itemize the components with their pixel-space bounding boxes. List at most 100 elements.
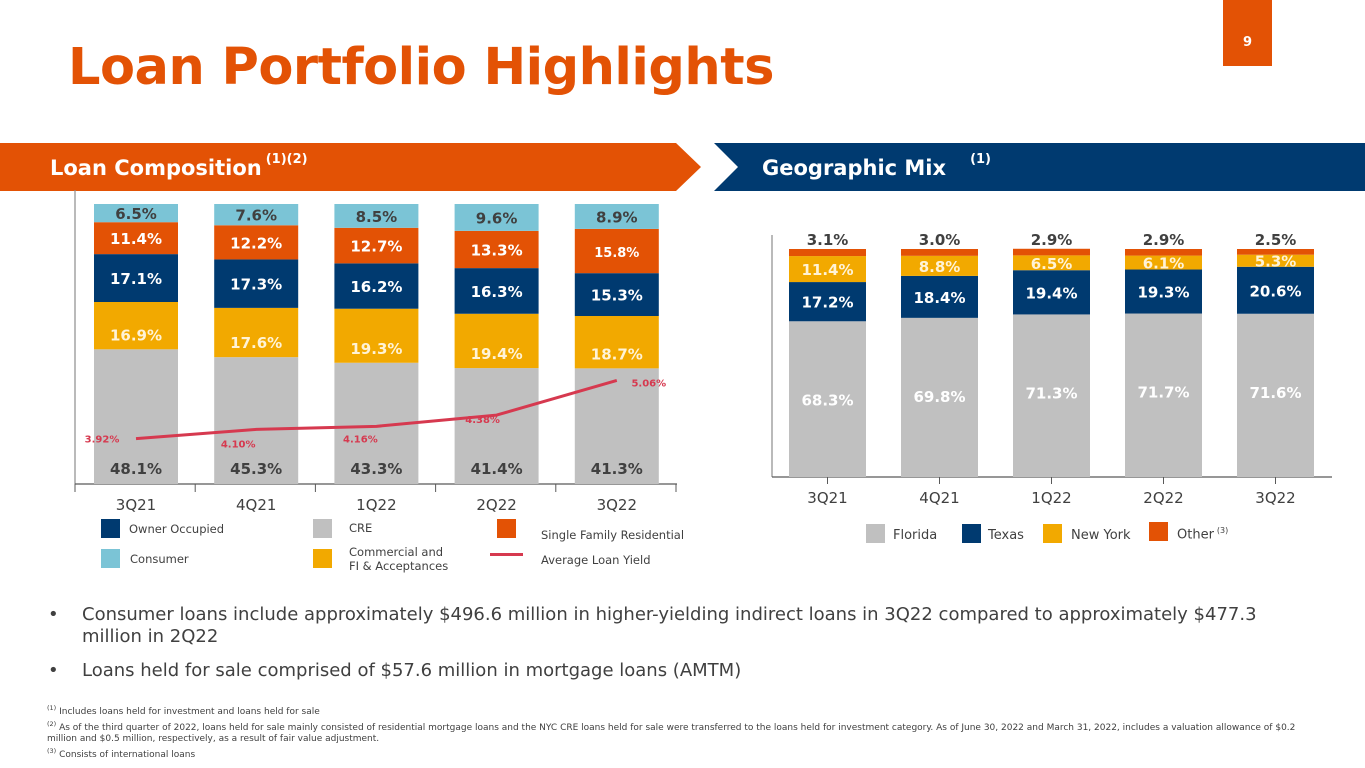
bar-texas bbox=[789, 282, 866, 322]
bar-new-york bbox=[901, 255, 978, 276]
bullet-item: • Consumer loans include approximately $… bbox=[48, 604, 1308, 648]
legend-swatch-other bbox=[1149, 522, 1168, 541]
bar-commercial-and-fi-acceptances bbox=[334, 308, 419, 363]
loan-composition-title: Loan Composition bbox=[50, 156, 262, 180]
bullet-list: • Consumer loans include approximately $… bbox=[48, 604, 1308, 694]
legend-label-owner-occupied: Owner Occupied bbox=[129, 522, 225, 536]
legend-line-average-yield bbox=[490, 553, 523, 556]
bar-florida bbox=[1125, 313, 1202, 477]
bar-consumer bbox=[94, 204, 178, 223]
legend-label-texas: Texas bbox=[988, 528, 1024, 543]
legend-swatch-new-york bbox=[1043, 524, 1062, 543]
bar-cre bbox=[214, 357, 299, 484]
legend-label-commercial: Commercial and FI & Acceptances bbox=[349, 545, 448, 573]
x-tick-label: 2Q22 bbox=[1143, 489, 1183, 507]
bar-florida bbox=[1237, 313, 1314, 477]
bar-florida bbox=[789, 321, 866, 477]
bar-florida bbox=[901, 317, 978, 477]
legend-label-commercial-line2: FI & Acceptances bbox=[349, 559, 449, 573]
data-label-single-family-residential: 13.3% bbox=[471, 242, 523, 260]
banner-arrow-shape bbox=[0, 143, 701, 191]
bar-other bbox=[1237, 249, 1314, 255]
data-label-other: 2.5% bbox=[1255, 231, 1297, 249]
bar-cre bbox=[454, 368, 539, 484]
data-label-new-york: 8.8% bbox=[919, 258, 961, 276]
geographic-mix-title: Geographic Mix bbox=[762, 156, 947, 180]
data-label-single-family-residential: 12.2% bbox=[230, 234, 282, 252]
footnote-text: Consists of international loans bbox=[59, 749, 196, 760]
legend-label-consumer: Consumer bbox=[130, 552, 189, 566]
page-title: Loan Portfolio Highlights bbox=[68, 38, 774, 97]
yield-data-label: 4.16% bbox=[343, 434, 378, 445]
bullet-text: Loans held for sale comprised of $57.6 m… bbox=[82, 660, 742, 681]
data-label-commercial-and-fi-acceptances: 16.9% bbox=[110, 326, 162, 344]
x-tick-label: 3Q21 bbox=[807, 489, 847, 507]
footnote-text: As of the third quarter of 2022, loans h… bbox=[47, 722, 1296, 745]
data-label-texas: 17.2% bbox=[801, 294, 853, 312]
data-label-consumer: 7.6% bbox=[235, 207, 277, 225]
data-label-new-york: 11.4% bbox=[801, 261, 853, 279]
data-label-florida: 68.3% bbox=[801, 391, 853, 409]
data-label-other: 3.0% bbox=[919, 231, 961, 249]
bar-commercial-and-fi-acceptances bbox=[454, 313, 539, 369]
bar-owner-occupied bbox=[334, 263, 419, 309]
x-tick-label: 1Q22 bbox=[1031, 489, 1071, 507]
bar-owner-occupied bbox=[454, 268, 539, 314]
data-label-texas: 19.3% bbox=[1137, 284, 1189, 302]
data-label-commercial-and-fi-acceptances: 19.3% bbox=[350, 340, 402, 358]
data-label-texas: 18.4% bbox=[913, 289, 965, 307]
data-label-florida: 71.6% bbox=[1249, 384, 1301, 402]
bar-single-family-residential bbox=[574, 228, 659, 274]
data-label-new-york: 6.5% bbox=[1031, 255, 1073, 273]
legend-label-other-text: Other bbox=[1177, 527, 1214, 543]
data-label-texas: 20.6% bbox=[1249, 282, 1301, 300]
bar-texas bbox=[901, 275, 978, 318]
data-label-new-york: 5.3% bbox=[1255, 253, 1297, 271]
legend-swatch-texas bbox=[962, 524, 981, 543]
x-tick-label: 3Q22 bbox=[1255, 489, 1295, 507]
bar-single-family-residential bbox=[334, 227, 419, 264]
data-label-cre: 45.3% bbox=[230, 460, 282, 478]
footnote: (1) Includes loans held for investment a… bbox=[47, 703, 1317, 719]
bullet-dot: • bbox=[48, 660, 59, 681]
data-label-florida: 71.3% bbox=[1025, 384, 1077, 402]
x-tick-label: 4Q21 bbox=[236, 496, 276, 514]
footnote: (2) As of the third quarter of 2022, loa… bbox=[47, 719, 1317, 746]
average-loan-yield-line bbox=[135, 378, 618, 441]
bar-consumer bbox=[334, 204, 419, 228]
bar-other bbox=[901, 249, 978, 256]
legend-label-florida: Florida bbox=[893, 528, 938, 543]
data-label-owner-occupied: 16.3% bbox=[471, 283, 523, 301]
bar-owner-occupied bbox=[94, 254, 178, 302]
loan-composition-banner: Loan Composition (1)(2) bbox=[0, 143, 702, 191]
bar-commercial-and-fi-acceptances bbox=[94, 302, 178, 350]
data-label-consumer: 6.5% bbox=[115, 205, 157, 223]
legend-swatch-consumer bbox=[101, 549, 120, 568]
data-label-new-york: 6.1% bbox=[1143, 255, 1185, 273]
data-label-consumer: 9.6% bbox=[476, 209, 518, 227]
data-label-single-family-residential: 12.7% bbox=[350, 238, 402, 256]
legend-label-other-note: (3) bbox=[1216, 526, 1229, 535]
bar-consumer bbox=[214, 204, 299, 226]
bar-texas bbox=[1125, 269, 1202, 314]
footnote-mark: (2) bbox=[47, 719, 57, 728]
data-label-consumer: 8.5% bbox=[356, 208, 398, 226]
x-tick-label: 1Q22 bbox=[356, 496, 396, 514]
x-tick-label: 2Q22 bbox=[476, 496, 516, 514]
data-label-owner-occupied: 16.2% bbox=[350, 278, 402, 296]
bar-consumer bbox=[454, 204, 539, 231]
footnote-mark: (1) bbox=[47, 704, 57, 712]
bar-other bbox=[789, 249, 866, 257]
bar-cre bbox=[94, 349, 178, 484]
data-label-cre: 43.3% bbox=[350, 460, 402, 478]
data-label-owner-occupied: 17.3% bbox=[230, 276, 282, 294]
bar-other bbox=[1125, 249, 1202, 256]
legend-label-cre: CRE bbox=[349, 521, 373, 535]
bar-other bbox=[1013, 248, 1090, 256]
bar-florida bbox=[1013, 314, 1090, 477]
bar-texas bbox=[1013, 270, 1090, 315]
footnotes: (1) Includes loans held for investment a… bbox=[47, 703, 1317, 761]
bullet-text: Consumer loans include approximately $49… bbox=[82, 604, 1257, 647]
bar-texas bbox=[1237, 266, 1314, 314]
legend-swatch-owner-occupied bbox=[101, 519, 120, 538]
